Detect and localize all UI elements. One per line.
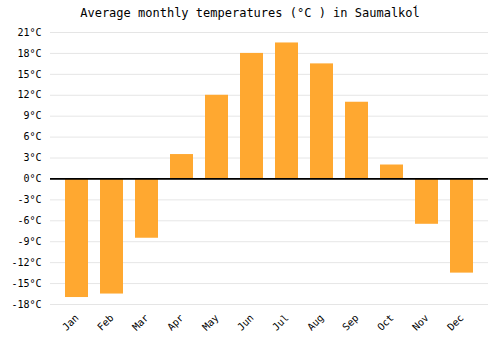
- svg-text:-9°C: -9°C: [17, 236, 41, 247]
- svg-text:Aug: Aug: [305, 312, 326, 333]
- svg-text:9°C: 9°C: [23, 110, 41, 121]
- svg-text:Apr: Apr: [165, 312, 186, 333]
- svg-text:Nov: Nov: [410, 312, 431, 333]
- svg-text:Oct: Oct: [375, 312, 396, 333]
- svg-text:Jun: Jun: [235, 312, 256, 333]
- svg-text:-18°C: -18°C: [11, 299, 41, 310]
- svg-text:-15°C: -15°C: [11, 278, 41, 289]
- svg-text:-3°C: -3°C: [17, 194, 41, 205]
- svg-text:-6°C: -6°C: [17, 215, 41, 226]
- svg-text:Dec: Dec: [445, 312, 466, 333]
- svg-text:Sep: Sep: [340, 312, 361, 333]
- svg-text:12°C: 12°C: [17, 89, 41, 100]
- svg-text:15°C: 15°C: [17, 69, 41, 80]
- svg-text:Jul: Jul: [270, 312, 291, 333]
- svg-text:May: May: [200, 312, 221, 333]
- svg-text:Jan: Jan: [60, 312, 81, 333]
- svg-text:Mar: Mar: [130, 312, 151, 333]
- svg-text:6°C: 6°C: [23, 131, 41, 142]
- svg-text:3°C: 3°C: [23, 152, 41, 163]
- html-text:Average monthly temperatures (: Average monthly temperatures (°C ) in Sa…: [80, 6, 420, 20]
- svg-text:-12°C: -12°C: [11, 257, 41, 268]
- svg-text:0°C: 0°C: [23, 173, 41, 184]
- svg-text:21°C: 21°C: [17, 27, 41, 38]
- svg-text:Feb: Feb: [95, 312, 116, 333]
- svg-text:18°C: 18°C: [17, 48, 41, 59]
